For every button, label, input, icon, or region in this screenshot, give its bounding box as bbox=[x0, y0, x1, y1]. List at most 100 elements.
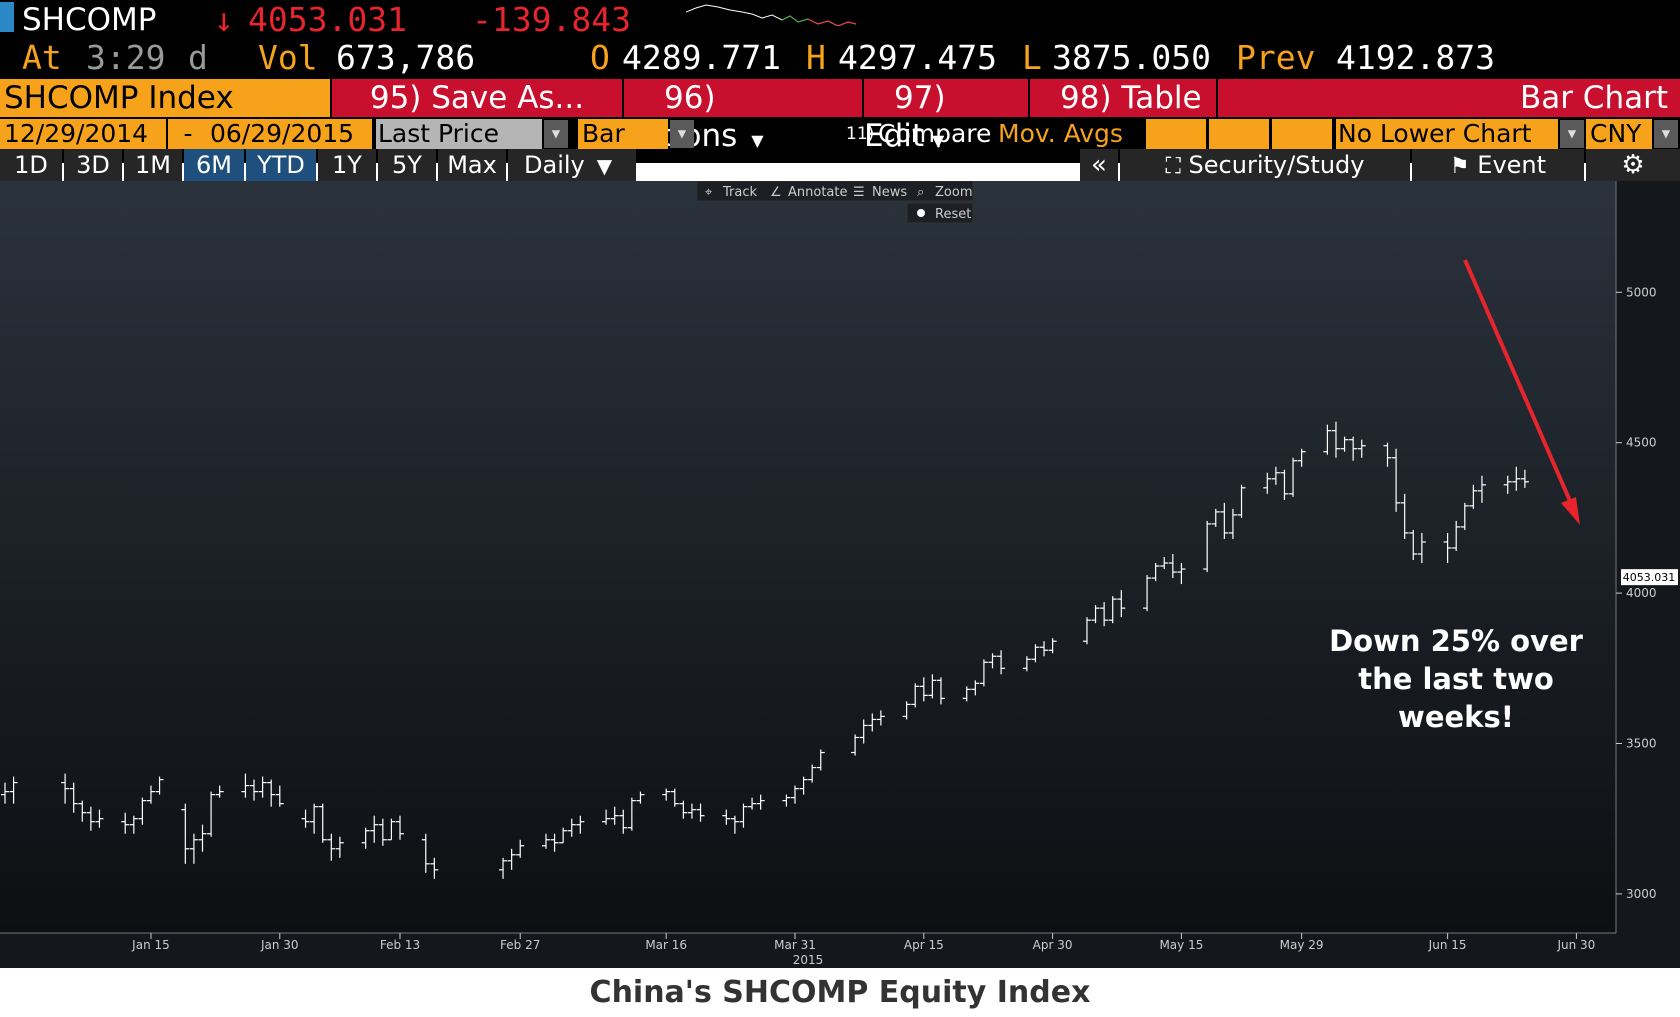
ohlc-bar bbox=[1452, 520, 1461, 551]
news-button[interactable]: ☰ News bbox=[853, 185, 907, 200]
style-select[interactable]: Bar bbox=[578, 119, 668, 149]
ohlc-bar bbox=[1271, 466, 1280, 485]
trend-arrow-line bbox=[1463, 259, 1572, 502]
y-tick-label: 3000 bbox=[1626, 887, 1657, 901]
ohlc-bar bbox=[370, 815, 379, 843]
frequency-select[interactable]: Daily ▼ bbox=[508, 149, 636, 181]
collapse-panel-button[interactable]: « bbox=[1080, 149, 1118, 181]
x-axis-ticks: Jan 15 Jan 30 Feb 13 Feb 27 Mar 16 Mar 31 Apr … bbox=[131, 933, 1595, 952]
price-chart[interactable]: ⌖ Track ∠ Annotate ☰ News ⌕ Zoom Reset 30003… bbox=[0, 181, 1680, 968]
security-study-button[interactable]: ⛶ Security/Study bbox=[1120, 149, 1410, 181]
annotate-button[interactable]: ∠ Annotate bbox=[770, 185, 847, 200]
reset-icon bbox=[917, 209, 925, 217]
ohlc-bar bbox=[619, 809, 628, 834]
ohlc-bar bbox=[997, 650, 1006, 675]
ohlc-bar bbox=[215, 785, 224, 798]
tab-1m[interactable]: 1M bbox=[124, 149, 182, 181]
ohlc-bar bbox=[567, 818, 576, 837]
ohlc-bar bbox=[876, 710, 885, 726]
chevron-down-icon[interactable]: ▼ bbox=[1654, 120, 1678, 148]
delay-flag: d bbox=[188, 38, 208, 77]
tab-5y[interactable]: 5Y bbox=[378, 149, 436, 181]
ohlc-bar bbox=[1340, 436, 1349, 452]
track-button[interactable]: ⌖ Track bbox=[705, 185, 757, 200]
ohlc-bar bbox=[396, 815, 404, 840]
ohlc-bar bbox=[421, 833, 430, 873]
edit-button[interactable]: 97) Edit ▼ bbox=[864, 79, 1028, 154]
news-label: News bbox=[872, 185, 907, 200]
ohlc-bar bbox=[1400, 493, 1409, 539]
chevron-down-icon: ▼ bbox=[596, 154, 613, 178]
tab-ytd[interactable]: YTD bbox=[246, 149, 316, 181]
ticker: SHCOMP bbox=[22, 2, 157, 38]
low-price: 3875.050 bbox=[1052, 38, 1211, 77]
ohlc-bar bbox=[361, 827, 370, 849]
tab-max[interactable]: Max bbox=[438, 149, 506, 181]
ohlc-bar bbox=[318, 803, 327, 843]
table-button[interactable]: 98) Table bbox=[1030, 79, 1216, 117]
ohlc-bar bbox=[859, 719, 868, 744]
ohlc-bar bbox=[687, 803, 696, 819]
event-button[interactable]: ⚑ Event bbox=[1412, 149, 1584, 181]
mov-avgs-button[interactable]: Mov. Avgs bbox=[998, 119, 1123, 148]
chart-type-title: Bar Chart bbox=[1218, 79, 1680, 117]
zoom-label: Zoom bbox=[935, 185, 972, 200]
ohlc-bar bbox=[1, 782, 9, 804]
tab-3d[interactable]: 3D bbox=[64, 149, 122, 181]
table-label: 98) Table bbox=[1060, 80, 1202, 116]
reset-button[interactable]: Reset bbox=[917, 207, 971, 222]
ohlc-bar bbox=[928, 674, 937, 699]
study-slot[interactable] bbox=[1146, 119, 1206, 149]
flag-icon: ⚑ bbox=[1449, 154, 1470, 179]
ohlc-bar bbox=[679, 800, 688, 819]
ohlc-bar bbox=[310, 803, 319, 834]
ohlc-bar bbox=[627, 797, 636, 831]
compare-button[interactable]: Compare bbox=[878, 119, 992, 148]
ohlc-bar bbox=[1151, 563, 1160, 582]
ohlc-bar bbox=[816, 749, 825, 771]
high-price: 4297.475 bbox=[838, 38, 997, 77]
frequency-label: Daily bbox=[524, 151, 585, 179]
ohlc-bar bbox=[267, 779, 276, 807]
x-tick-label: May 29 bbox=[1280, 938, 1324, 952]
reset-label: Reset bbox=[935, 207, 971, 222]
y-tick-label: 4500 bbox=[1626, 436, 1657, 450]
ohlc-bar bbox=[799, 776, 808, 795]
year-label: 2015 bbox=[793, 953, 824, 967]
down-arrow-icon: ↓ bbox=[214, 0, 234, 39]
ohlc-bar bbox=[1417, 532, 1426, 564]
x-tick-label: May 15 bbox=[1159, 938, 1203, 952]
lower-chart-select[interactable]: No Lower Chart bbox=[1336, 119, 1558, 149]
chart-toolbar-bg bbox=[696, 181, 974, 202]
tab-1d[interactable]: 1D bbox=[0, 149, 62, 181]
x-tick-label: Mar 16 bbox=[645, 938, 687, 952]
open-label: O bbox=[590, 38, 610, 77]
net-change: -139.843 bbox=[472, 0, 631, 39]
field-select[interactable]: Last Price bbox=[376, 119, 542, 149]
tab-1y[interactable]: 1Y bbox=[318, 149, 376, 181]
save-as-button[interactable]: 95) Save As... bbox=[332, 79, 622, 117]
ohlc-bar bbox=[1177, 563, 1186, 585]
tab-6m[interactable]: 6M bbox=[184, 149, 244, 181]
trend-arrow-head bbox=[1561, 497, 1580, 525]
start-date-input[interactable]: 12/29/2014 bbox=[0, 119, 166, 149]
chevron-down-icon[interactable]: ▼ bbox=[670, 120, 694, 148]
index-name[interactable]: SHCOMP Index bbox=[0, 79, 330, 117]
x-tick-label: Jun 15 bbox=[1428, 938, 1467, 952]
date-separator: - bbox=[168, 119, 208, 149]
study-slot[interactable] bbox=[1272, 119, 1332, 149]
gear-icon[interactable]: ⚙ bbox=[1586, 149, 1680, 181]
ohlc-bar bbox=[541, 833, 550, 849]
study-slot[interactable] bbox=[1209, 119, 1269, 149]
ohlc-bar bbox=[1263, 472, 1272, 494]
chevron-down-icon[interactable]: ▼ bbox=[1560, 120, 1584, 148]
chevron-down-icon[interactable]: ▼ bbox=[544, 120, 568, 148]
currency-select[interactable]: CNY bbox=[1586, 119, 1652, 149]
prev-label: Prev bbox=[1236, 38, 1316, 77]
actions-button[interactable]: 96) Actions▼ bbox=[624, 79, 862, 154]
ohlc-bar bbox=[258, 776, 267, 798]
zoom-button[interactable]: ⌕ Zoom bbox=[917, 185, 972, 200]
plot-area bbox=[0, 181, 1616, 933]
ohlc-bar bbox=[636, 791, 645, 804]
end-date-input[interactable]: 06/29/2015 bbox=[208, 119, 372, 149]
